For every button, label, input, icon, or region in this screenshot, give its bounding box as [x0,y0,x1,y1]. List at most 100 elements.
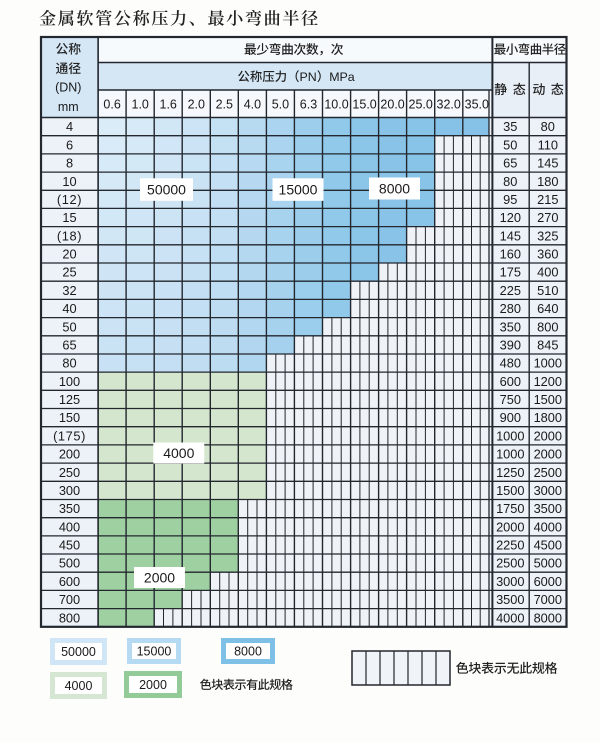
svg-text:215: 215 [537,192,558,207]
svg-text:450: 450 [59,538,80,553]
svg-text:3500: 3500 [534,501,562,516]
svg-text:40: 40 [62,301,76,316]
svg-text:25: 25 [62,265,76,280]
svg-text:325: 325 [537,228,558,243]
svg-text:2250: 2250 [496,538,524,553]
svg-text:1250: 1250 [496,465,524,480]
svg-text:MPa: MPa [329,70,355,84]
svg-text:600: 600 [59,574,80,589]
svg-text:1200: 1200 [534,374,562,389]
svg-text:95: 95 [503,192,517,207]
svg-text:32: 32 [62,283,76,298]
svg-text:4.0: 4.0 [244,97,261,111]
svg-text:8000: 8000 [534,610,562,625]
svg-text:1.6: 1.6 [160,97,177,111]
svg-text:500: 500 [59,556,80,571]
svg-text:1000: 1000 [496,428,524,443]
svg-text:4000: 4000 [65,679,93,693]
svg-text:6: 6 [66,137,73,152]
svg-text:1800: 1800 [534,410,562,425]
svg-text:3000: 3000 [496,574,524,589]
svg-text:PN: PN [300,70,317,84]
svg-text:180: 180 [537,174,558,189]
svg-text:2.0: 2.0 [188,97,205,111]
svg-text:4000: 4000 [163,445,194,461]
svg-text:390: 390 [500,338,521,353]
svg-text:1000: 1000 [496,447,524,462]
svg-text:65: 65 [62,338,76,353]
svg-text:3500: 3500 [496,592,524,607]
svg-text:35: 35 [503,119,517,134]
svg-text:280: 280 [500,301,521,316]
svg-text:2500: 2500 [496,556,524,571]
svg-text:110: 110 [538,137,558,152]
svg-text:10: 10 [62,174,76,189]
svg-text:4000: 4000 [534,519,562,534]
svg-text:80: 80 [541,119,555,134]
svg-text:2000: 2000 [534,447,562,462]
svg-text:4000: 4000 [496,610,524,625]
svg-text:65: 65 [503,156,517,171]
svg-text:50: 50 [62,319,76,334]
svg-text:510: 510 [537,283,558,298]
svg-text:4500: 4500 [534,538,562,553]
svg-text:150: 150 [59,410,80,425]
svg-text:160: 160 [500,247,521,262]
svg-text:145: 145 [500,228,521,243]
svg-text:900: 900 [500,410,521,425]
svg-text:1.0: 1.0 [132,97,149,111]
svg-text:50000: 50000 [61,645,96,659]
svg-text:250: 250 [59,465,80,480]
svg-text:6000: 6000 [534,574,562,589]
svg-text:5000: 5000 [534,556,562,571]
svg-text:2.5: 2.5 [216,97,233,111]
svg-text:175: 175 [500,265,521,280]
svg-text:8000: 8000 [379,180,410,196]
svg-text:(18): (18) [57,228,82,243]
svg-text:2500: 2500 [534,465,562,480]
svg-text:50000: 50000 [147,182,186,198]
svg-text:8: 8 [66,156,73,171]
svg-text:100: 100 [59,374,80,389]
svg-text:2000: 2000 [496,519,524,534]
svg-text:35.0: 35.0 [465,97,489,111]
svg-text:125: 125 [59,392,80,407]
svg-text:640: 640 [537,301,558,316]
svg-text:750: 750 [500,392,521,407]
svg-text:25.0: 25.0 [409,97,433,111]
svg-text:400: 400 [59,519,80,534]
svg-text:7000: 7000 [534,592,562,607]
svg-text:32.0: 32.0 [437,97,461,111]
svg-text:80: 80 [62,356,76,371]
svg-text:50: 50 [503,137,517,152]
svg-text:350: 350 [59,501,80,516]
svg-text:4: 4 [66,119,73,134]
svg-text:0.6: 0.6 [103,97,120,111]
svg-text:mm: mm [58,100,79,114]
svg-text:8000: 8000 [234,644,262,658]
svg-text:(DN): (DN) [55,80,81,94]
svg-text:5.0: 5.0 [272,97,289,111]
svg-text:15: 15 [62,210,76,225]
svg-text:20.0: 20.0 [380,97,404,111]
svg-text:15000: 15000 [137,644,172,658]
svg-text:700: 700 [59,592,80,607]
svg-text:15000: 15000 [279,182,318,198]
svg-text:350: 350 [500,319,521,334]
svg-text:(175): (175) [53,428,86,443]
svg-text:400: 400 [537,265,558,280]
svg-text:1750: 1750 [496,501,524,516]
svg-text:845: 845 [537,338,558,353]
svg-text:15.0: 15.0 [352,97,376,111]
svg-text:225: 225 [500,283,521,298]
svg-text:80: 80 [503,174,517,189]
svg-text:800: 800 [537,319,558,334]
svg-text:270: 270 [537,210,558,225]
svg-text:600: 600 [500,374,521,389]
svg-text:10.0: 10.0 [324,97,348,111]
svg-text:145: 145 [537,156,558,171]
svg-text:800: 800 [59,610,80,625]
svg-text:2000: 2000 [534,428,562,443]
svg-text:(12): (12) [57,192,82,207]
svg-text:360: 360 [537,247,558,262]
